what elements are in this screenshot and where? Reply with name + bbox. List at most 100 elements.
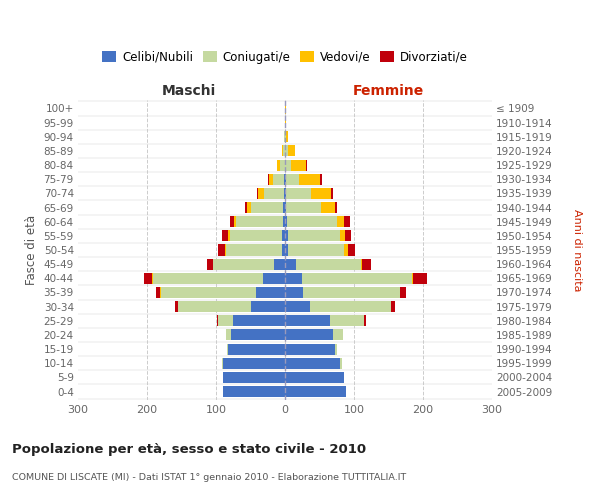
Bar — [321, 202, 335, 213]
Bar — [285, 230, 288, 241]
Bar — [285, 132, 286, 142]
Bar — [265, 188, 284, 199]
Y-axis label: Fasce di età: Fasce di età — [25, 215, 38, 285]
Bar — [284, 188, 285, 199]
Bar — [286, 188, 311, 199]
Bar — [285, 146, 288, 156]
Bar — [302, 273, 412, 284]
Bar — [285, 301, 310, 312]
Bar — [207, 258, 212, 270]
Bar — [269, 174, 273, 185]
Bar — [229, 344, 285, 354]
Text: Popolazione per età, sesso e stato civile - 2010: Popolazione per età, sesso e stato civil… — [12, 442, 366, 456]
Bar — [285, 258, 296, 270]
Bar — [218, 244, 225, 256]
Text: Femmine: Femmine — [353, 84, 424, 98]
Bar — [286, 202, 321, 213]
Bar — [245, 202, 247, 213]
Bar — [285, 386, 346, 397]
Bar — [344, 244, 348, 256]
Bar — [268, 174, 269, 185]
Bar — [160, 287, 161, 298]
Bar — [310, 301, 391, 312]
Bar — [226, 330, 231, 340]
Bar — [285, 287, 303, 298]
Bar — [230, 216, 234, 227]
Bar — [213, 258, 274, 270]
Bar — [284, 174, 285, 185]
Bar — [233, 315, 285, 326]
Bar — [285, 117, 286, 128]
Bar — [291, 160, 307, 170]
Bar — [299, 174, 320, 185]
Bar — [391, 301, 395, 312]
Bar — [285, 358, 340, 368]
Bar — [225, 244, 226, 256]
Bar — [285, 372, 344, 383]
Bar — [277, 160, 280, 170]
Bar — [285, 344, 335, 354]
Bar — [340, 358, 341, 368]
Bar — [335, 202, 337, 213]
Bar — [311, 188, 331, 199]
Bar — [217, 315, 218, 326]
Bar — [236, 216, 283, 227]
Bar — [251, 202, 283, 213]
Bar — [412, 273, 413, 284]
Bar — [348, 244, 355, 256]
Bar — [285, 315, 330, 326]
Bar — [223, 358, 285, 368]
Bar — [283, 216, 285, 227]
Bar — [223, 386, 285, 397]
Y-axis label: Anni di nascita: Anni di nascita — [572, 209, 583, 291]
Bar — [273, 174, 284, 185]
Bar — [337, 216, 344, 227]
Bar — [330, 315, 364, 326]
Text: Maschi: Maschi — [161, 84, 215, 98]
Bar — [263, 273, 285, 284]
Bar — [296, 258, 361, 270]
Legend: Celibi/Nubili, Coniugati/e, Vedovi/e, Divorziati/e: Celibi/Nubili, Coniugati/e, Vedovi/e, Di… — [97, 46, 473, 68]
Bar — [283, 146, 285, 156]
Bar — [257, 188, 258, 199]
Bar — [281, 146, 283, 156]
Bar — [320, 174, 322, 185]
Bar — [231, 330, 285, 340]
Bar — [303, 287, 400, 298]
Bar — [287, 216, 337, 227]
Bar — [345, 230, 350, 241]
Bar — [256, 287, 285, 298]
Bar — [234, 216, 236, 227]
Bar — [156, 287, 160, 298]
Bar — [143, 273, 152, 284]
Bar — [400, 287, 406, 298]
Bar — [285, 244, 288, 256]
Bar — [229, 230, 230, 241]
Bar — [285, 174, 286, 185]
Bar — [212, 258, 213, 270]
Bar — [175, 301, 178, 312]
Bar — [285, 216, 287, 227]
Bar — [413, 273, 427, 284]
Bar — [223, 372, 285, 383]
Bar — [222, 358, 223, 368]
Bar — [361, 258, 362, 270]
Bar — [288, 230, 340, 241]
Bar — [285, 160, 291, 170]
Bar — [283, 202, 285, 213]
Bar — [286, 132, 288, 142]
Bar — [331, 188, 334, 199]
Bar — [227, 344, 229, 354]
Bar — [247, 202, 251, 213]
Bar — [280, 160, 285, 170]
Text: COMUNE DI LISCATE (MI) - Dati ISTAT 1° gennaio 2010 - Elaborazione TUTTITALIA.IT: COMUNE DI LISCATE (MI) - Dati ISTAT 1° g… — [12, 472, 406, 482]
Bar — [152, 273, 263, 284]
Bar — [285, 103, 286, 114]
Bar — [364, 315, 366, 326]
Bar — [258, 188, 265, 199]
Bar — [285, 202, 286, 213]
Bar — [230, 230, 282, 241]
Bar — [222, 230, 229, 241]
Bar — [335, 344, 337, 354]
Bar — [362, 258, 371, 270]
